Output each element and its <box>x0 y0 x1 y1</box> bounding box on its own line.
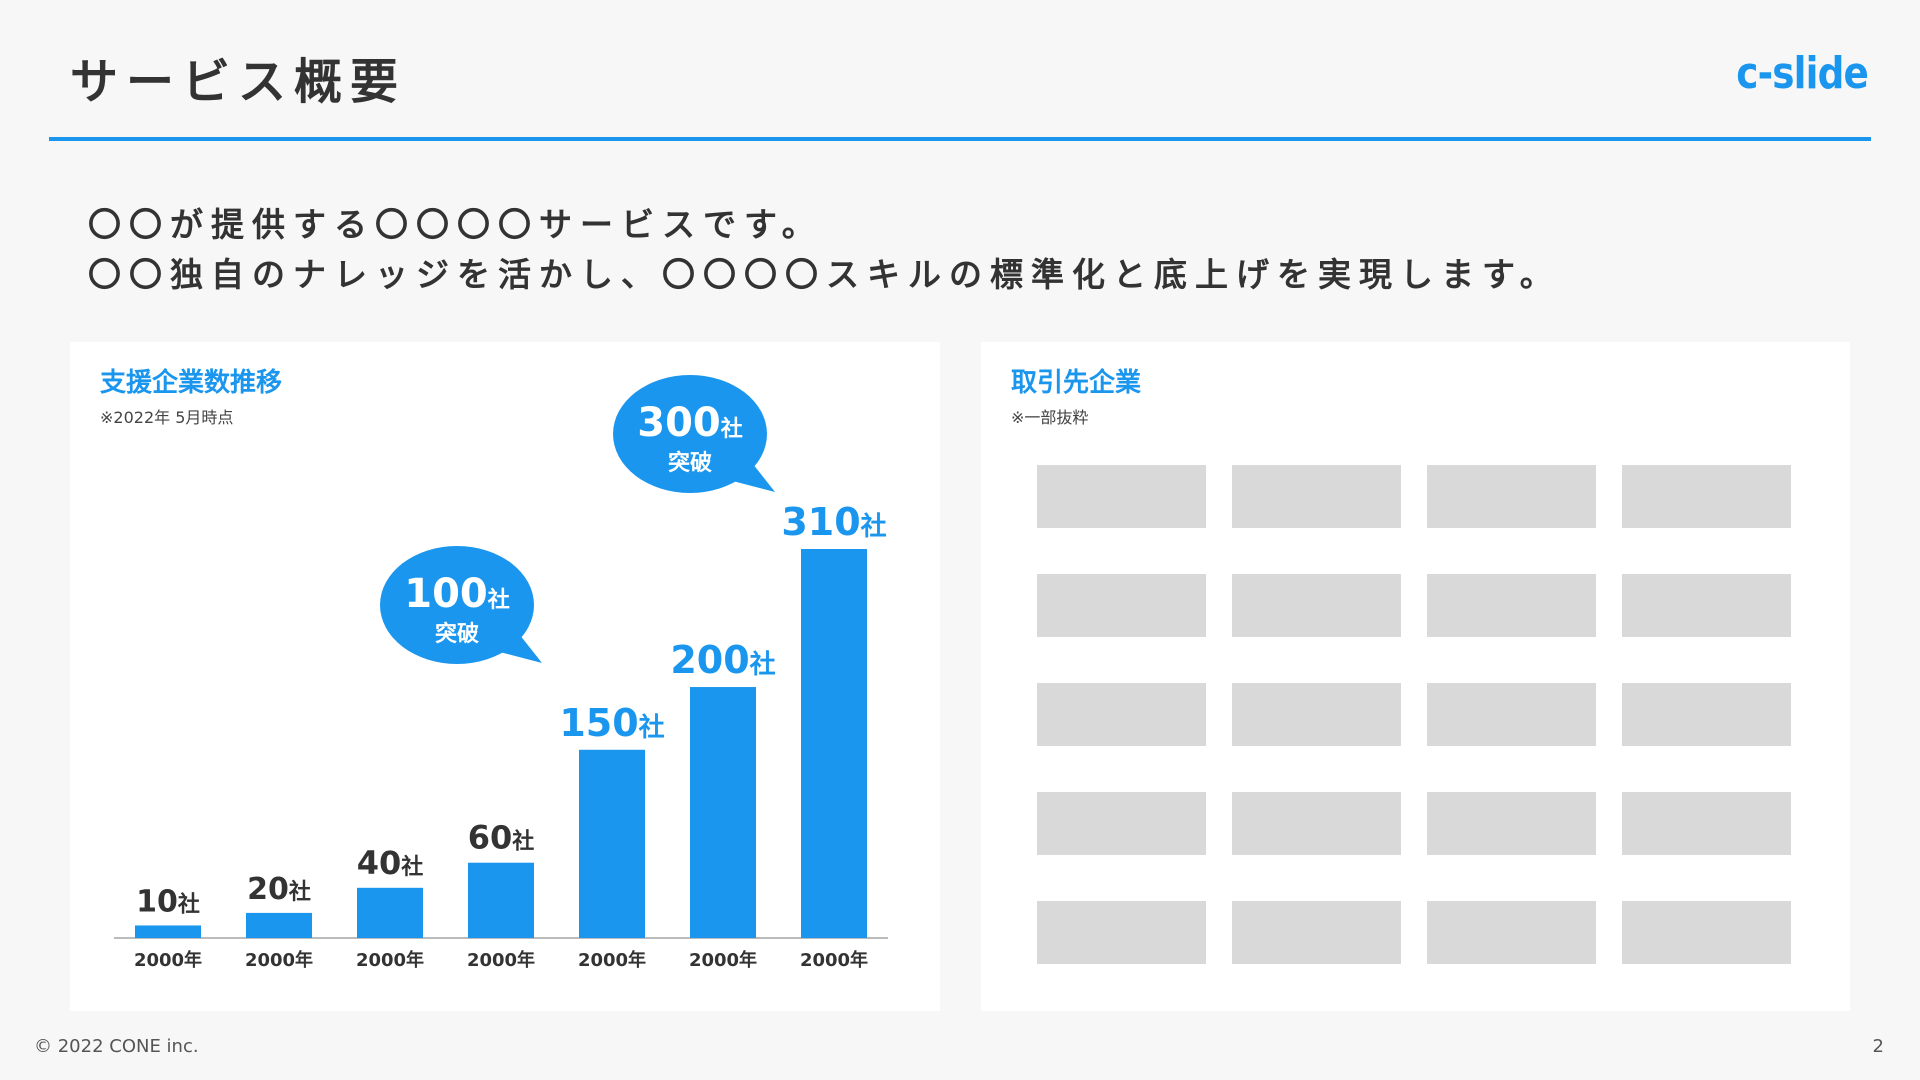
lead-line-2: 〇〇独自のナレッジを活かし、〇〇〇〇スキルの標準化と底上げを実現します。 <box>88 255 1561 294</box>
client-logo-placeholder <box>1427 792 1596 855</box>
client-logo-placeholder <box>1622 792 1791 855</box>
client-logo-placeholder <box>1232 901 1401 964</box>
milestone-caption: 突破 <box>668 450 712 476</box>
page-title: サービス概要 <box>70 54 407 110</box>
x-tick-label: 2000年 <box>689 949 757 971</box>
bar-chart: 10社 2000年 20社 2000年 40社 2000年 60社 2000年 150社 2000… <box>114 375 888 971</box>
client-logo-placeholder <box>1427 574 1596 637</box>
bar <box>135 925 201 938</box>
milestone-caption: 突破 <box>435 621 479 647</box>
x-tick-label: 2000年 <box>356 949 424 971</box>
bar <box>246 912 312 938</box>
client-logo-placeholder <box>1037 465 1206 528</box>
header-divider <box>49 137 1871 141</box>
x-tick-label: 2000年 <box>245 949 313 971</box>
brand-logo: c-slide <box>1736 48 1869 99</box>
client-logo-placeholder <box>1427 901 1596 964</box>
client-logo-placeholder <box>1037 574 1206 637</box>
client-logo-placeholder <box>1622 574 1791 637</box>
x-tick-label: 2000年 <box>134 949 202 971</box>
bar-value-label: 150社 <box>559 701 664 745</box>
client-logo-placeholder <box>1037 901 1206 964</box>
bar-value-label: 200社 <box>670 638 775 682</box>
x-tick-label: 2000年 <box>578 949 646 971</box>
growth-chart-card: 支援企業数推移 ※2022年 5月時点 10社 2000年 20社 2000年 40社 2… <box>70 342 940 1011</box>
client-logo-placeholder <box>1037 683 1206 746</box>
bar <box>468 862 534 938</box>
page-number: 2 <box>1872 1036 1884 1057</box>
x-tick-label: 2000年 <box>467 949 535 971</box>
milestone-value: 300社 <box>637 400 743 446</box>
client-logo-placeholder <box>1427 683 1596 746</box>
bar-value-label: 310社 <box>781 500 886 544</box>
client-logo-placeholder <box>1232 792 1401 855</box>
clients-card-note: ※一部抜粋 <box>1011 408 1089 427</box>
bar-value-label: 60社 <box>468 819 535 857</box>
chart-card-title: 支援企業数推移 <box>100 368 283 398</box>
client-logo-placeholder <box>1232 465 1401 528</box>
bar <box>357 887 423 938</box>
bar <box>801 549 867 938</box>
chart-card-note: ※2022年 5月時点 <box>100 408 234 427</box>
clients-card: 取引先企業 ※一部抜粋 <box>981 342 1850 1011</box>
client-logo-placeholder <box>1232 574 1401 637</box>
copyright: © 2022 CONE inc. <box>34 1036 199 1057</box>
bar <box>579 749 645 938</box>
client-logo-placeholder <box>1427 465 1596 528</box>
client-logo-placeholder <box>1037 792 1206 855</box>
client-logo-grid <box>1037 465 1791 964</box>
bar <box>690 687 756 938</box>
milestone-value: 100社 <box>404 571 510 617</box>
bar-value-label: 40社 <box>357 844 424 882</box>
clients-card-title: 取引先企業 <box>1011 368 1142 398</box>
x-tick-label: 2000年 <box>800 949 868 971</box>
client-logo-placeholder <box>1622 683 1791 746</box>
lead-text: 〇〇が提供する〇〇〇〇サービスです。 〇〇独自のナレッジを活かし、〇〇〇〇スキル… <box>88 200 1561 300</box>
bar-value-label: 10社 <box>136 884 200 919</box>
bar-value-label: 20社 <box>247 872 311 907</box>
client-logo-placeholder <box>1232 683 1401 746</box>
lead-line-1: 〇〇が提供する〇〇〇〇サービスです。 <box>88 205 823 244</box>
client-logo-placeholder <box>1622 465 1791 528</box>
client-logo-placeholder <box>1622 901 1791 964</box>
